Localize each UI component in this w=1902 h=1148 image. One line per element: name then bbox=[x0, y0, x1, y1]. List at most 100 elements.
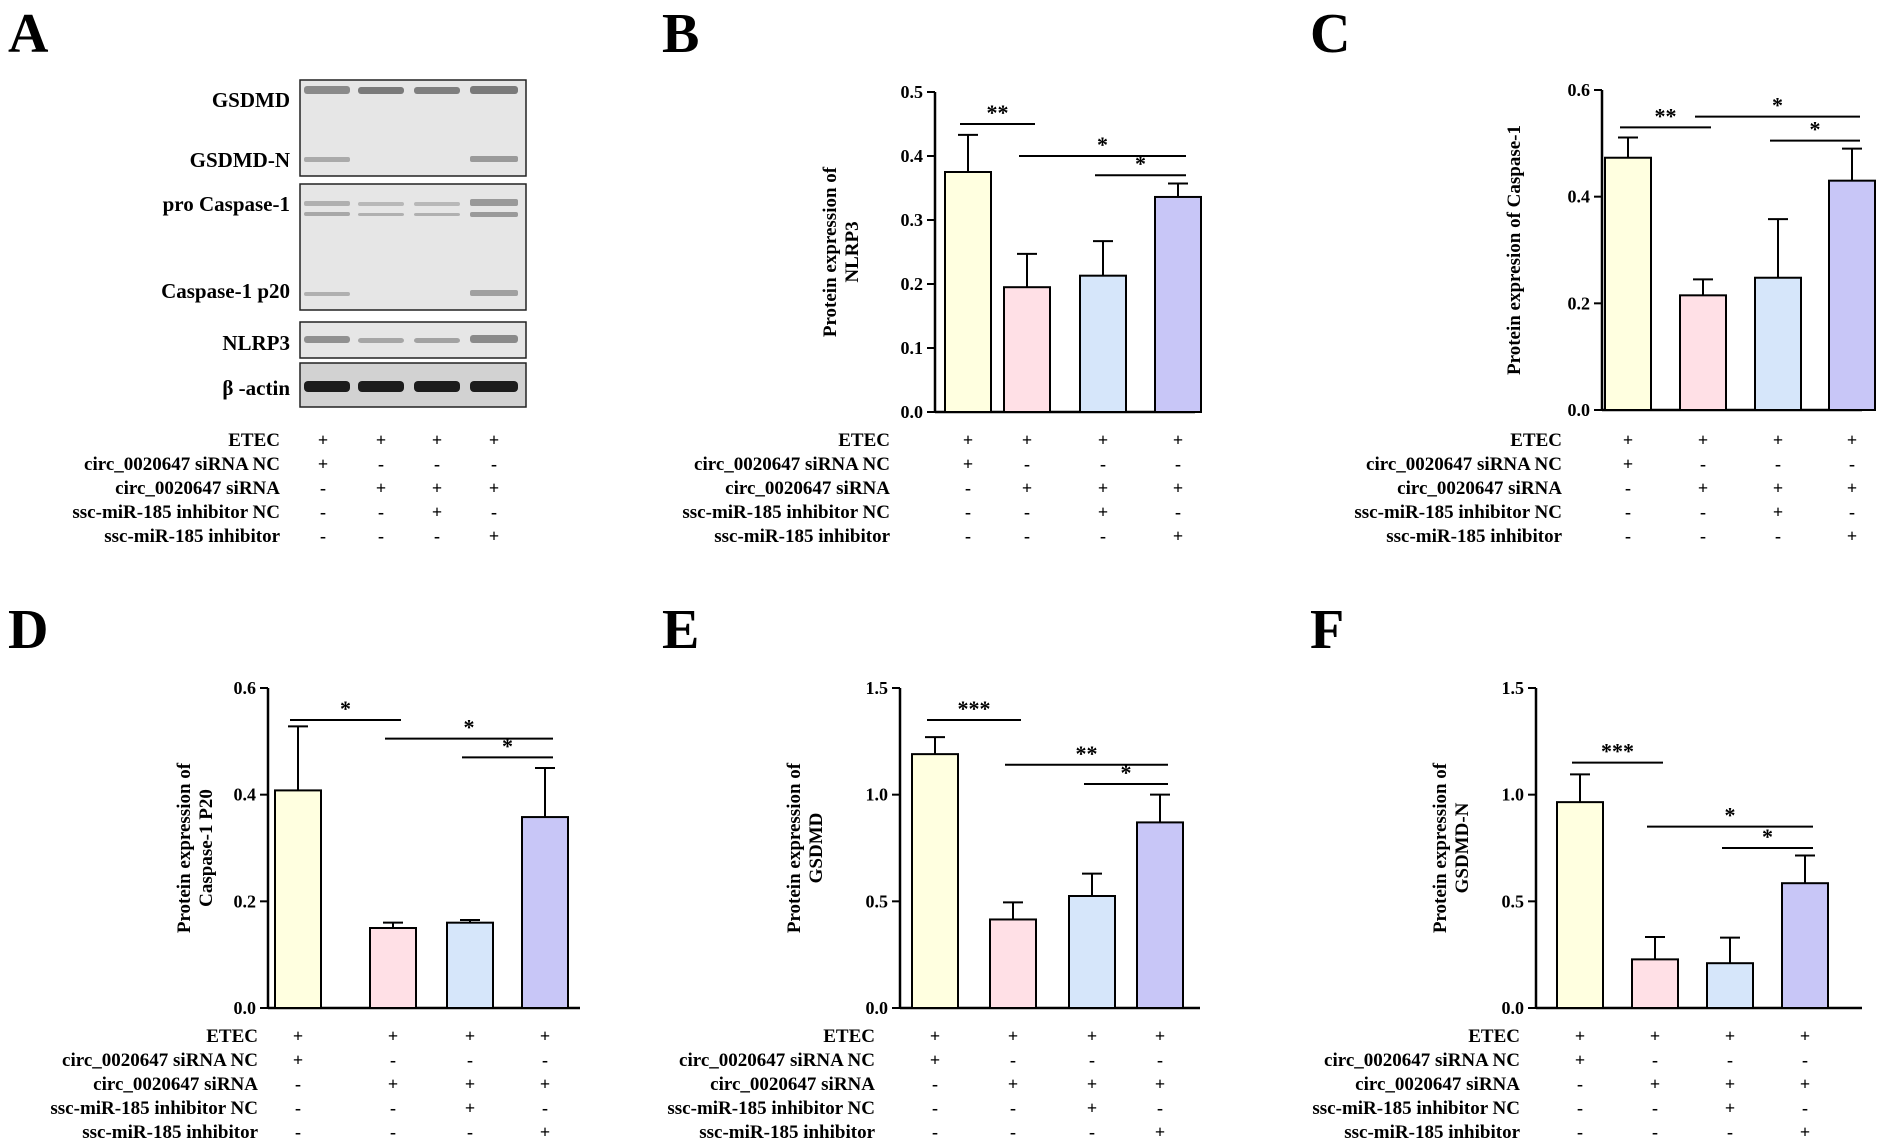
condition-symbol: + bbox=[1847, 430, 1857, 450]
condition-symbol: + bbox=[293, 1050, 303, 1070]
condition-symbol: - bbox=[1010, 1122, 1016, 1142]
panel-letter-e: E bbox=[662, 599, 699, 661]
bar bbox=[274, 789, 322, 1010]
blot-label-actin: β -actin bbox=[222, 376, 290, 400]
condition-symbol: + bbox=[1725, 1074, 1735, 1094]
condition-symbol: - bbox=[378, 502, 384, 522]
condition-symbol: + bbox=[1773, 478, 1783, 498]
condition-label: circ_0020647 siRNA NC bbox=[62, 1050, 258, 1071]
condition-symbol: + bbox=[1773, 502, 1783, 522]
condition-symbol: + bbox=[1173, 478, 1183, 498]
condition-label: circ_0020647 siRNA bbox=[1355, 1074, 1520, 1095]
condition-symbol: - bbox=[1625, 526, 1631, 546]
significance-label: *** bbox=[958, 696, 991, 721]
condition-symbol: - bbox=[390, 1122, 396, 1142]
y-tick-label: 0.1 bbox=[901, 338, 924, 358]
y-tick-label: 0.3 bbox=[901, 210, 924, 230]
y-tick-label: 1.5 bbox=[1502, 678, 1525, 698]
condition-symbol: - bbox=[295, 1074, 301, 1094]
condition-label: circ_0020647 siRNA bbox=[710, 1074, 875, 1095]
conditions-table-e: ETEC + + + + circ_0020647 siRNA NC + - - - circ_00… bbox=[667, 1026, 1165, 1143]
condition-symbol: - bbox=[1625, 478, 1631, 498]
bar bbox=[521, 816, 569, 1009]
condition-symbol: + bbox=[1087, 1026, 1097, 1046]
condition-symbol: + bbox=[1098, 430, 1108, 450]
conditions-table-c: ETEC + + + + circ_0020647 siRNA NC + - - - circ_00… bbox=[1354, 430, 1857, 547]
bar bbox=[1679, 294, 1727, 412]
condition-symbol: - bbox=[932, 1098, 938, 1118]
condition-label: ssc-miR-185 inhibitor bbox=[699, 1122, 875, 1143]
blot-label-gsdmd: GSDMD bbox=[212, 88, 290, 112]
y-axis-label: NLRP3 bbox=[842, 221, 863, 282]
condition-symbol: - bbox=[1652, 1098, 1658, 1118]
condition-symbol: - bbox=[390, 1050, 396, 1070]
condition-label: circ_0020647 siRNA bbox=[115, 478, 280, 499]
chart-d: D 0.0 0.2 0.4 0.6 Protein expression of Caspas… bbox=[8, 599, 580, 1143]
condition-symbol: - bbox=[1024, 526, 1030, 546]
condition-symbol: + bbox=[1650, 1026, 1660, 1046]
y-axis-label: Protein expression of bbox=[174, 762, 195, 933]
chart-c: C 0.0 0.2 0.4 0.6 Protein expresion of Caspas… bbox=[1310, 3, 1876, 547]
panel-letter-a: A bbox=[8, 3, 49, 65]
condition-symbol: - bbox=[1577, 1122, 1583, 1142]
condition-symbol: - bbox=[1010, 1098, 1016, 1118]
condition-symbol: - bbox=[295, 1098, 301, 1118]
condition-symbol: + bbox=[465, 1098, 475, 1118]
significance-label: * bbox=[1135, 151, 1146, 176]
condition-label: circ_0020647 siRNA bbox=[1397, 478, 1562, 499]
condition-symbol: + bbox=[540, 1026, 550, 1046]
y-tick-label: 0.4 bbox=[1568, 187, 1591, 207]
condition-symbol: + bbox=[1008, 1074, 1018, 1094]
condition-symbol: + bbox=[318, 454, 328, 474]
blot-label-caspase-p20: Caspase-1 p20 bbox=[161, 279, 290, 303]
condition-symbol: + bbox=[930, 1050, 940, 1070]
significance-label: * bbox=[502, 733, 513, 758]
y-tick-label: 0.0 bbox=[866, 998, 889, 1018]
condition-symbol: + bbox=[1698, 430, 1708, 450]
condition-symbol: + bbox=[1725, 1098, 1735, 1118]
bar bbox=[1556, 801, 1604, 1010]
condition-symbol: + bbox=[432, 430, 442, 450]
condition-label: ssc-miR-185 inhibitor NC bbox=[1312, 1098, 1520, 1119]
y-axis-label: Protein expression of bbox=[784, 762, 805, 933]
y-tick-label: 0.2 bbox=[901, 274, 924, 294]
condition-symbol: + bbox=[1098, 502, 1108, 522]
condition-symbol: + bbox=[963, 430, 973, 450]
condition-symbol: + bbox=[388, 1074, 398, 1094]
condition-label: ssc-miR-185 inhibitor NC bbox=[1354, 502, 1562, 523]
condition-label: ssc-miR-185 inhibitor bbox=[1344, 1122, 1520, 1143]
condition-label: ssc-miR-185 inhibitor NC bbox=[682, 502, 890, 523]
condition-label: ETEC bbox=[228, 430, 280, 451]
condition-symbol: + bbox=[1155, 1026, 1165, 1046]
condition-symbol: + bbox=[1800, 1074, 1810, 1094]
significance-label: ** bbox=[1655, 103, 1677, 128]
conditions-table-f: ETEC + + + + circ_0020647 siRNA NC + - - - circ_00… bbox=[1312, 1026, 1810, 1143]
bar bbox=[1706, 962, 1754, 1010]
condition-symbol: - bbox=[491, 502, 497, 522]
condition-symbol: + bbox=[540, 1122, 550, 1142]
condition-symbol: + bbox=[1698, 478, 1708, 498]
bar bbox=[1631, 958, 1679, 1009]
condition-label: ssc-miR-185 inhibitor NC bbox=[667, 1098, 875, 1119]
condition-label: ssc-miR-185 inhibitor NC bbox=[72, 502, 280, 523]
y-tick-label: 0.4 bbox=[234, 785, 257, 805]
significance-label: * bbox=[464, 715, 475, 740]
condition-symbol: + bbox=[432, 502, 442, 522]
conditions-table-a: ETEC + + + + circ_0020647 siRNA NC + - - - circ_00… bbox=[72, 430, 499, 547]
significance-label: * bbox=[1121, 760, 1132, 785]
condition-symbol: + bbox=[489, 478, 499, 498]
condition-symbol: + bbox=[465, 1026, 475, 1046]
condition-symbol: - bbox=[1175, 454, 1181, 474]
condition-symbol: + bbox=[1087, 1098, 1097, 1118]
condition-symbol: + bbox=[1847, 526, 1857, 546]
conditions-table-a: ETEC + + + + circ_0020647 siRNA NC + - - - circ_00… bbox=[72, 430, 499, 547]
bar bbox=[1136, 821, 1184, 1010]
blot-label-nlrp3: NLRP3 bbox=[222, 331, 290, 355]
condition-symbol: - bbox=[1024, 454, 1030, 474]
condition-symbol: + bbox=[376, 478, 386, 498]
conditions-table-b: ETEC + + + + circ_0020647 siRNA NC + - - - circ_00… bbox=[682, 430, 1183, 547]
y-tick-label: 0.0 bbox=[1568, 400, 1591, 420]
condition-symbol: + bbox=[388, 1026, 398, 1046]
blot-gsdmd-strip bbox=[299, 79, 527, 177]
